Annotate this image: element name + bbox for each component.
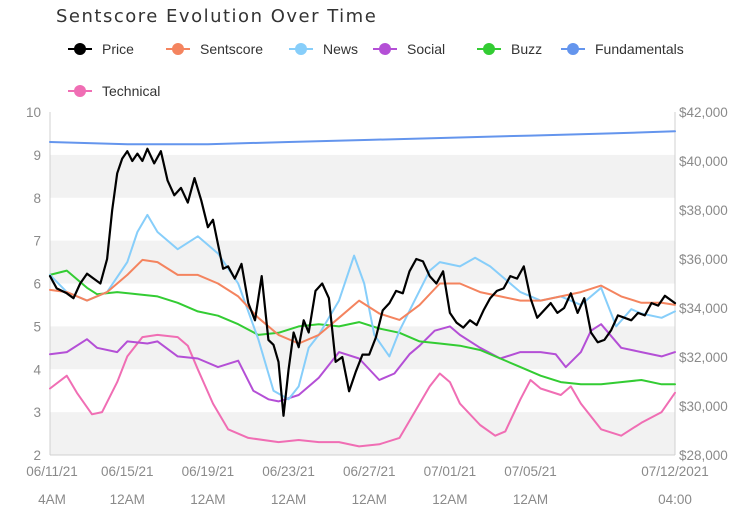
- x-tick-label-time: 12AM: [513, 492, 548, 507]
- legend-marker-fundamentals[interactable]: [567, 43, 579, 55]
- series-line-fundamentals[interactable]: [49, 130, 676, 146]
- series-line-buzz[interactable]: [49, 269, 676, 386]
- y-left-tick-label: 10: [26, 105, 41, 120]
- y-left-tick-label: 9: [33, 148, 41, 163]
- x-tick-label-date: 06/23/21: [262, 464, 315, 479]
- y-right-tick-label: $28,000: [679, 448, 728, 463]
- legend-label-social[interactable]: Social: [407, 41, 445, 57]
- legend-label-sentscore[interactable]: Sentscore: [200, 41, 263, 57]
- series-line-price[interactable]: [48, 147, 677, 417]
- y-right-tick-label: $34,000: [679, 301, 728, 316]
- series-line-technical[interactable]: [49, 333, 676, 448]
- legend-marker-news[interactable]: [295, 43, 307, 55]
- y-right-tick-label: $40,000: [679, 154, 728, 169]
- y-left-tick-label: 4: [33, 362, 41, 377]
- series-line-social[interactable]: [49, 323, 676, 403]
- y-right-tick-label: $38,000: [679, 203, 728, 218]
- y-right-tick-label: $36,000: [679, 252, 728, 267]
- x-tick-label-date: 07/05/21: [504, 464, 557, 479]
- y-left-tick-label: 7: [33, 234, 41, 249]
- y-right-tick-label: $30,000: [679, 399, 728, 414]
- x-tick-label-time: 4AM: [38, 492, 66, 507]
- series-line-sentscore[interactable]: [49, 258, 676, 345]
- chart-title: Sentscore Evolution Over Time: [56, 6, 377, 27]
- x-tick-label-date: 06/11/21: [26, 464, 78, 479]
- legend-marker-technical[interactable]: [74, 85, 86, 97]
- x-tick-label-date: 06/27/21: [343, 464, 396, 479]
- x-tick-label-date: 06/19/21: [182, 464, 235, 479]
- legend-label-price[interactable]: Price: [102, 41, 134, 57]
- x-tick-label-date: 07/12/2021: [641, 464, 709, 479]
- x-tick-label-time: 12AM: [271, 492, 306, 507]
- x-tick-label-time: 12AM: [432, 492, 467, 507]
- y-right-tick-label: $32,000: [679, 350, 728, 365]
- legend-label-news[interactable]: News: [323, 41, 358, 57]
- series-lines: [48, 130, 677, 448]
- x-tick-label-time: 12AM: [352, 492, 387, 507]
- y-left-tick-label: 3: [33, 405, 41, 420]
- x-tick-label-time: 04:00: [658, 492, 692, 507]
- x-tick-label-date: 06/15/21: [101, 464, 154, 479]
- legend-marker-price[interactable]: [74, 43, 86, 55]
- legend-label-buzz[interactable]: Buzz: [511, 41, 542, 57]
- x-tick-label-time: 12AM: [190, 492, 225, 507]
- legend-marker-buzz[interactable]: [483, 43, 495, 55]
- y-right-tick-label: $42,000: [679, 105, 728, 120]
- legend-marker-social[interactable]: [379, 43, 391, 55]
- grid-band: [50, 412, 675, 455]
- x-tick-label-date: 07/01/21: [424, 464, 477, 479]
- legend: Price Sentscore News Social Buzz Fundamentals…: [68, 41, 684, 99]
- y-left-tick-label: 2: [33, 448, 41, 463]
- grid-band: [50, 154, 675, 198]
- axes: [49, 112, 676, 456]
- legend-marker-sentscore[interactable]: [172, 43, 184, 55]
- tick-labels: 2 3 4 5 6 7 8 9 10 $28,000 $30,000 $32,000 $34,000 $3…: [26, 105, 728, 507]
- y-left-tick-label: 6: [33, 277, 41, 292]
- legend-label-fundamentals[interactable]: Fundamentals: [595, 41, 684, 57]
- legend-label-technical[interactable]: Technical: [102, 83, 160, 99]
- y-left-tick-label: 8: [33, 191, 41, 206]
- y-left-tick-label: 5: [33, 319, 41, 334]
- x-tick-label-time: 12AM: [110, 492, 145, 507]
